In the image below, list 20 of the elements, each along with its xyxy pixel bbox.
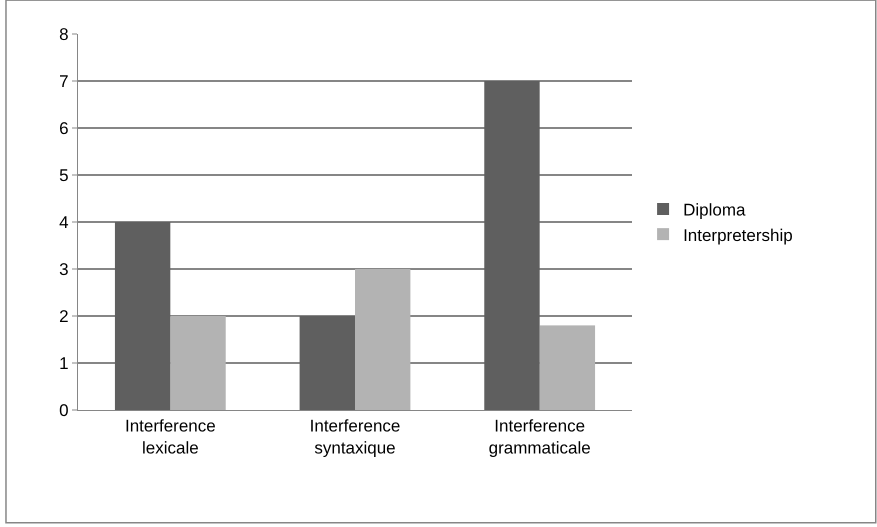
x-tick-label: Interference syntaxique bbox=[310, 416, 400, 458]
y-tick-label: 3 bbox=[59, 260, 69, 279]
y-tick-label: 6 bbox=[59, 118, 69, 138]
bar bbox=[300, 316, 355, 410]
y-tick-label: 5 bbox=[59, 166, 69, 185]
y-tick-label: 4 bbox=[59, 212, 69, 232]
legend-label: Interpretership bbox=[683, 226, 793, 245]
y-tick-label: 2 bbox=[59, 306, 69, 326]
x-tick-label: Interference lexicale bbox=[124, 416, 216, 458]
bar bbox=[540, 325, 596, 410]
x-tick-label: Interference grammaticale bbox=[488, 416, 591, 458]
y-tick-label: 0 bbox=[59, 400, 69, 420]
bar bbox=[355, 269, 410, 410]
legend-label: Diploma bbox=[683, 200, 746, 220]
bar bbox=[114, 222, 170, 410]
bar bbox=[170, 316, 226, 410]
y-tick-label: 7 bbox=[59, 72, 69, 91]
y-tick-label: 1 bbox=[59, 354, 69, 373]
bar bbox=[484, 81, 540, 410]
y-tick-label: 8 bbox=[59, 24, 69, 44]
